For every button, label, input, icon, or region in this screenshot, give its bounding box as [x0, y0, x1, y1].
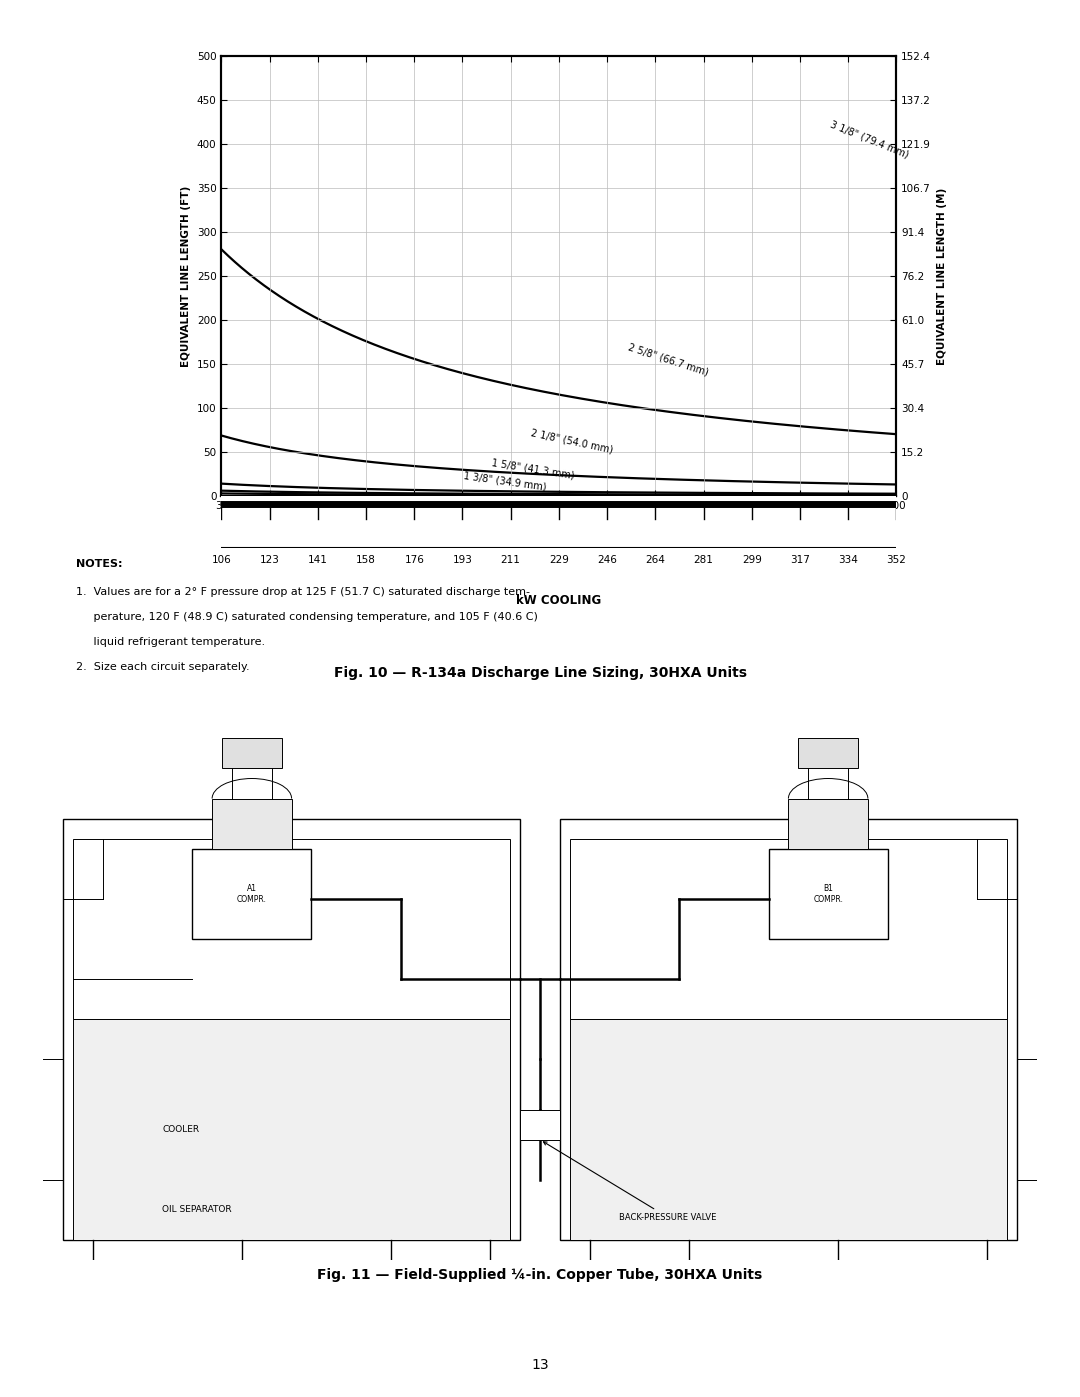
Text: B1
COMPR.: B1 COMPR. [813, 884, 843, 904]
Text: liquid refrigerant temperature.: liquid refrigerant temperature. [76, 637, 265, 647]
Text: 176: 176 [404, 556, 424, 566]
Text: 229: 229 [549, 556, 569, 566]
Text: 1 3/8" (34.9 mm): 1 3/8" (34.9 mm) [462, 471, 546, 492]
Bar [212, 799, 292, 849]
Text: 281: 281 [693, 556, 714, 566]
Text: 264: 264 [646, 556, 665, 566]
Text: 13: 13 [531, 1358, 549, 1372]
Text: 246: 246 [597, 556, 617, 566]
Text: 158: 158 [356, 556, 376, 566]
Bar [192, 849, 311, 939]
Text: 1.  Values are for a 2° F pressure drop at 125 F (51.7 C) saturated discharge te: 1. Values are for a 2° F pressure drop a… [76, 587, 529, 597]
Text: 193: 193 [453, 556, 472, 566]
Bar [788, 799, 868, 849]
Bar [798, 739, 858, 768]
Text: 141: 141 [308, 556, 327, 566]
Text: 3 1/8" (79.4 mm): 3 1/8" (79.4 mm) [828, 119, 910, 159]
Bar [570, 838, 1007, 1020]
Text: BACK-PRESSURE VALVE: BACK-PRESSURE VALVE [543, 1141, 717, 1222]
Text: COOLER: COOLER [162, 1125, 200, 1134]
Text: 2 5/8" (66.7 mm): 2 5/8" (66.7 mm) [626, 342, 710, 377]
Text: 2 1/8" (54.0 mm): 2 1/8" (54.0 mm) [530, 427, 613, 455]
Text: NOTES:: NOTES: [76, 559, 122, 569]
Text: 352: 352 [887, 556, 906, 566]
Bar [73, 1020, 510, 1241]
Bar [570, 1020, 1007, 1241]
Y-axis label: EQUIVALENT LINE LENGTH (FT): EQUIVALENT LINE LENGTH (FT) [181, 186, 191, 366]
Text: 211: 211 [501, 556, 521, 566]
Bar [222, 739, 282, 768]
Text: OIL SEPARATOR: OIL SEPARATOR [162, 1206, 232, 1214]
Bar [521, 1109, 559, 1140]
Y-axis label: EQUIVALENT LINE LENGTH (M): EQUIVALENT LINE LENGTH (M) [936, 187, 947, 365]
Bar [559, 819, 1017, 1241]
Bar [63, 819, 521, 1241]
Text: 123: 123 [259, 556, 280, 566]
Text: Fig. 11 — Field-Supplied ¼-in. Copper Tube, 30HXA Units: Fig. 11 — Field-Supplied ¼-in. Copper Tu… [318, 1268, 762, 1282]
Text: 299: 299 [742, 556, 761, 566]
Text: 1 5/8" (41.3 mm): 1 5/8" (41.3 mm) [491, 458, 576, 481]
Bar [769, 849, 888, 939]
Text: Fig. 10 — R-134a Discharge Line Sizing, 30HXA Units: Fig. 10 — R-134a Discharge Line Sizing, … [334, 666, 746, 680]
Text: 106: 106 [212, 556, 231, 566]
Text: perature, 120 F (48.9 C) saturated condensing temperature, and 105 F (40.6 C): perature, 120 F (48.9 C) saturated conde… [76, 612, 538, 622]
Bar [73, 838, 510, 1020]
Text: kW COOLING: kW COOLING [516, 594, 602, 608]
Text: 334: 334 [838, 556, 859, 566]
Text: 317: 317 [791, 556, 810, 566]
Text: A1
COMPR.: A1 COMPR. [237, 884, 267, 904]
Text: 2.  Size each circuit separately.: 2. Size each circuit separately. [76, 662, 249, 672]
X-axis label: TONS COOLING: TONS COOLING [509, 517, 609, 529]
